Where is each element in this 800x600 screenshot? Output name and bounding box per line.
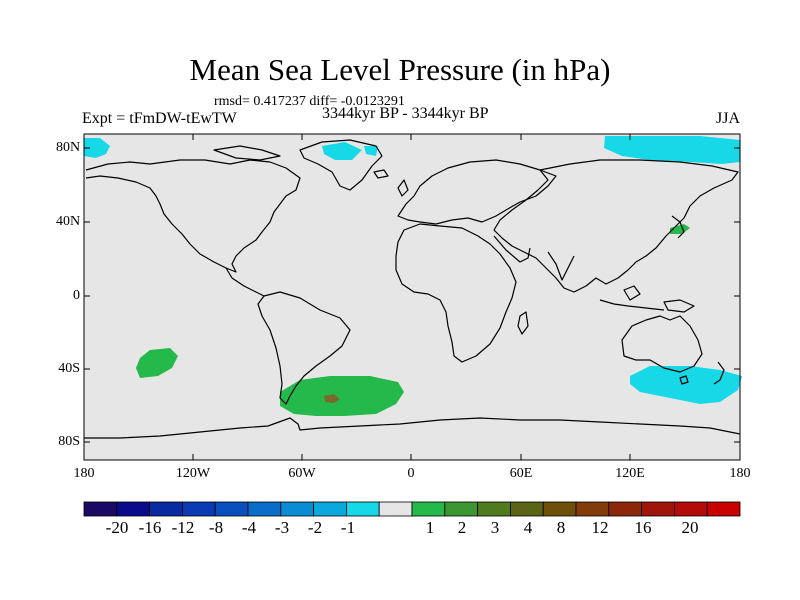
- colorbar-swatch: [149, 501, 183, 517]
- colorbar-label: -8: [208, 518, 224, 537]
- colorbar-label: -1: [340, 518, 356, 537]
- period-label: 3344kyr BP - 3344kyr BP: [322, 105, 489, 122]
- experiment-label: Expt = tFmDW-tEwTW: [82, 110, 237, 127]
- coast-new-guinea: [663, 299, 695, 313]
- anomaly-south-pacific: [136, 348, 178, 378]
- colorbar-label: -4: [241, 518, 257, 537]
- colorbar-swatch: [116, 501, 151, 517]
- colorbar-swatch: [280, 501, 314, 517]
- colorbar-label: 8: [556, 518, 566, 537]
- coast-central-america: [225, 267, 265, 297]
- lat-label-40n: 40N: [56, 214, 81, 229]
- coast-india: [547, 251, 575, 281]
- colorbar-swatch: [706, 501, 741, 517]
- colorbar-swatch: [542, 501, 577, 517]
- colorbar-swatch: [608, 501, 642, 517]
- map-background: [84, 134, 740, 460]
- coast-north-america: [85, 159, 301, 273]
- anomaly-arctic-north-pacific: [84, 138, 110, 158]
- lon-label-0: 0: [407, 466, 415, 481]
- anomaly-south-atlantic: [280, 376, 404, 416]
- colorbar-swatch: [444, 501, 478, 517]
- colorbar-label: 2: [457, 518, 467, 537]
- colorbar-swatch: [477, 501, 511, 517]
- lon-label-120w: 120W: [175, 466, 211, 481]
- colorbar-label: -16: [138, 518, 162, 537]
- coast-arabia: [493, 235, 531, 263]
- colorbar-label: -3: [274, 518, 290, 537]
- coast-borneo: [623, 285, 641, 301]
- lon-label-180e: 180: [729, 466, 751, 481]
- colorbar-swatch: [181, 501, 216, 517]
- lon-label-60w: 60W: [288, 466, 316, 481]
- colorbar-swatch: [83, 501, 118, 517]
- colorbar-swatch: [674, 501, 708, 517]
- coast-new-zealand: [713, 361, 725, 385]
- anomaly-greenland-small: [364, 146, 378, 156]
- coast-south-america: [257, 291, 351, 405]
- lon-label-60e: 60E: [509, 466, 533, 481]
- map-frame: [83, 133, 741, 461]
- colorbar-label: 16: [634, 518, 652, 537]
- colorbar-swatch: [247, 501, 282, 517]
- colorbar-swatch: [345, 501, 380, 517]
- coastlines: [84, 139, 741, 439]
- colorbar-swatch: [641, 501, 675, 517]
- lat-label-80s: 80S: [58, 434, 80, 449]
- coast-europe: [397, 159, 557, 225]
- anomaly-japan: [670, 224, 690, 234]
- anomaly-layer: [84, 136, 742, 416]
- colorbar-swatch: [509, 501, 544, 517]
- coast-madagascar: [517, 311, 529, 335]
- lon-label-120e: 120E: [615, 466, 645, 481]
- lat-label-80n: 80N: [56, 140, 81, 155]
- colorbar-label: 12: [591, 518, 609, 537]
- stats-subtitle: rmsd= 0.417237 diff= -0.0123291: [214, 94, 405, 109]
- colorbar-swatch: [411, 501, 446, 517]
- colorbar-label: 3: [490, 518, 500, 537]
- season-label: JJA: [715, 110, 740, 127]
- anomaly-arctic-east: [604, 136, 740, 164]
- lon-label-180w: 180: [73, 466, 95, 481]
- lon-ticks: [192, 134, 631, 460]
- colorbar-swatch: [214, 501, 249, 517]
- colorbar-label: -12: [171, 518, 195, 537]
- colorbar-label: 1: [425, 518, 435, 537]
- colorbar: [83, 501, 741, 517]
- colorbar-label: -2: [307, 518, 323, 537]
- colorbar-swatch: [378, 501, 413, 517]
- anomaly-south-atlantic-core: [324, 394, 340, 403]
- anomaly-greenland-north: [322, 142, 362, 160]
- lat-label-0: 0: [73, 288, 80, 303]
- anomaly-south-of-australia: [630, 366, 742, 404]
- coast-indonesia: [599, 299, 665, 311]
- coast-australia: [621, 315, 703, 373]
- lat-label-40s: 40S: [58, 361, 80, 376]
- coast-asia: [493, 159, 739, 293]
- coast-africa: [395, 223, 517, 363]
- coast-uk: [397, 179, 409, 197]
- colorbar-label: 20: [681, 518, 699, 537]
- coast-tasmania: [679, 375, 689, 385]
- plot-title: Mean Sea Level Pressure (in hPa): [189, 52, 611, 87]
- colorbar-swatch: [313, 501, 347, 517]
- coast-arctic-islands: [213, 145, 281, 161]
- coast-antarctica: [84, 417, 741, 439]
- coast-iceland: [373, 169, 389, 179]
- lat-ticks: [84, 147, 740, 443]
- colorbar-swatch: [575, 501, 610, 517]
- colorbar-label: 4: [523, 518, 533, 537]
- coast-japan: [671, 215, 685, 239]
- coast-greenland: [299, 139, 383, 191]
- colorbar-label: -20: [105, 518, 129, 537]
